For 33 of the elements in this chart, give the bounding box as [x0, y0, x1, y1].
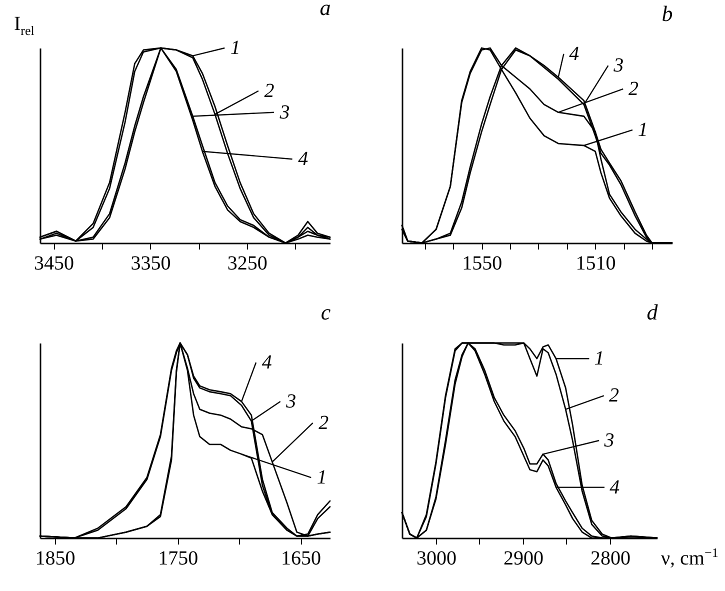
chart-title: b — [662, 0, 673, 26]
chart-title: a — [320, 0, 331, 20]
series-label: 4 — [262, 352, 272, 374]
legend-label: 2 — [628, 78, 639, 100]
legend-label: 1 — [316, 466, 327, 489]
x-tick-label: 1850 — [35, 548, 76, 570]
legend-label: 1 — [638, 118, 648, 141]
x-tick-label: 2800 — [590, 548, 631, 570]
x-tick-label: 3000 — [416, 548, 456, 570]
legend-label: 2 — [608, 384, 619, 407]
x-tick-label: 2900 — [503, 548, 544, 570]
x-tick-label: 1750 — [158, 548, 198, 570]
legend-label: 4 — [610, 476, 620, 498]
legend-label: 4 — [569, 42, 580, 65]
legend-label: 3 — [278, 101, 290, 124]
legend-label: 4 — [298, 148, 308, 170]
legend-label: 3 — [603, 430, 614, 452]
legend-label: 2 — [264, 80, 274, 102]
text: 3 — [612, 54, 624, 77]
series-label: 3 — [285, 390, 296, 412]
legend-label: 2 — [318, 412, 329, 434]
x-tick-label: 1650 — [281, 548, 322, 570]
legend-label: 1 — [594, 348, 604, 370]
x-axis-title: ν, cm$^{−1}$ — [661, 545, 718, 570]
x-tick-label: 1550 — [462, 252, 502, 274]
x-tick-label: 3450 — [34, 252, 74, 274]
chart-title: d — [646, 299, 659, 324]
legend-label: 1 — [230, 37, 240, 59]
x-tick-label: 3250 — [227, 252, 268, 274]
x-tick-label: 1510 — [576, 252, 616, 274]
y-axis-title: I$_{rel}$ — [14, 13, 34, 38]
chart-title: c — [320, 299, 331, 324]
x-tick-label: 3350 — [130, 252, 171, 274]
